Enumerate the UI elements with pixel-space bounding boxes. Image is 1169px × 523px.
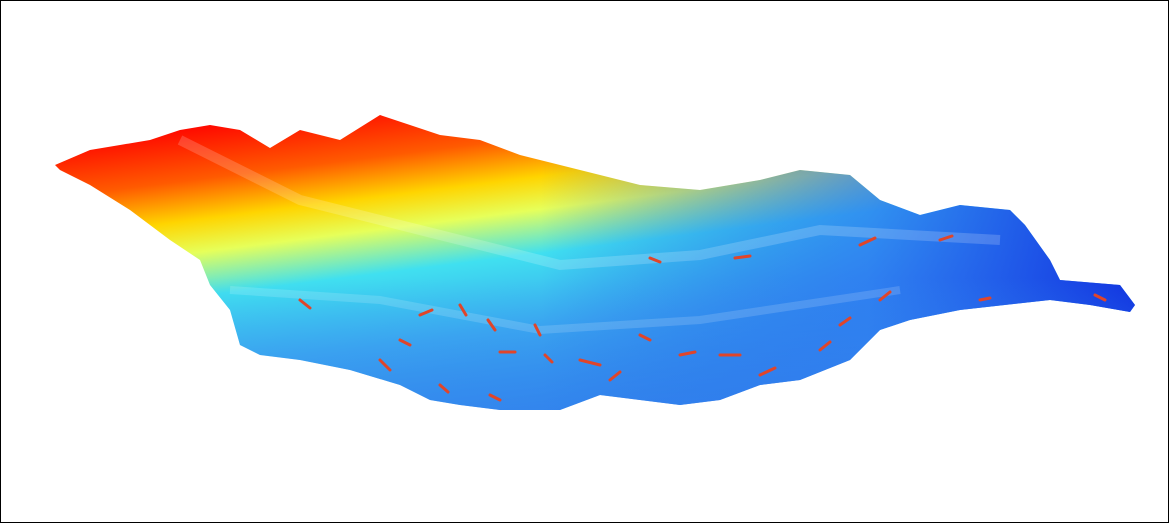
map xyxy=(0,0,1169,523)
page: {} xyxy=(0,0,1169,523)
